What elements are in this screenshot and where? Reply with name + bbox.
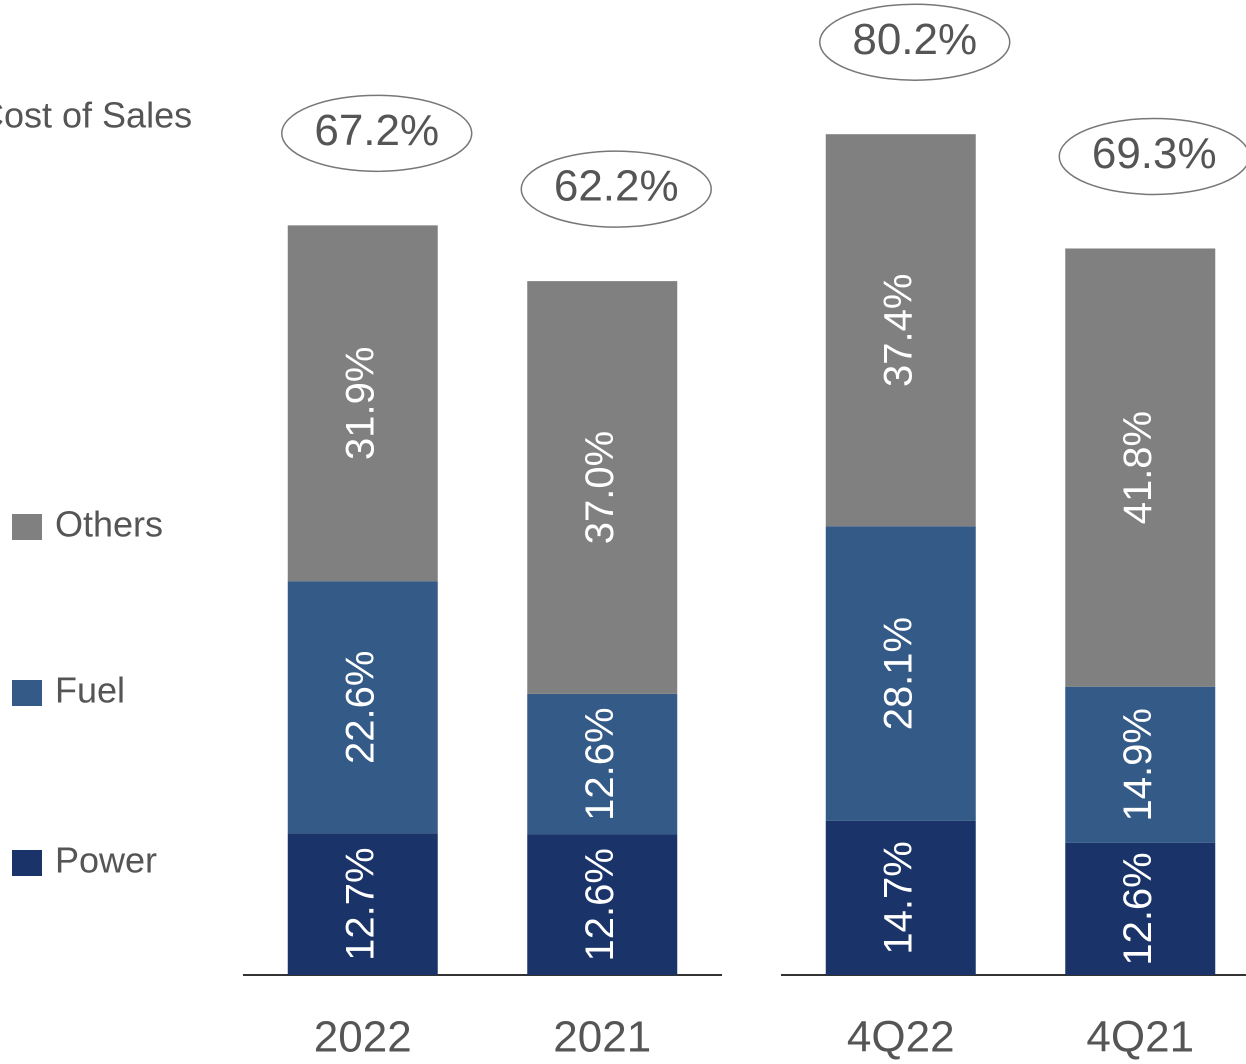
data-label: 14.7% — [876, 841, 920, 954]
x-tick-label: 4Q22 — [847, 1013, 955, 1062]
bar-segment — [287, 225, 438, 582]
total-ellipse — [281, 94, 473, 173]
data-label: 31.9% — [338, 347, 382, 460]
total-label: 67.2% — [314, 106, 439, 155]
bar-segment — [287, 581, 438, 834]
data-label: 12.7% — [338, 847, 382, 960]
total-label: 80.2% — [852, 15, 977, 64]
bar-segment — [287, 833, 438, 975]
legend-label: Others — [55, 504, 163, 545]
bar-segment — [527, 281, 678, 694]
x-tick-label: 2021 — [553, 1013, 651, 1062]
bar-segment — [527, 834, 678, 975]
data-label: 12.6% — [578, 848, 622, 961]
data-label: 12.6% — [578, 707, 622, 820]
legend-label: Power — [55, 840, 157, 881]
legend-swatch — [12, 680, 42, 706]
bar-segment — [825, 526, 976, 821]
bar-segment — [825, 820, 976, 975]
data-label: 22.6% — [338, 651, 382, 764]
x-tick-label: 2022 — [314, 1013, 412, 1062]
legend-label: Fuel — [55, 670, 125, 711]
total-ellipse — [520, 150, 712, 228]
data-label: 28.1% — [876, 617, 920, 730]
total-ellipse — [1058, 117, 1246, 196]
data-label: 41.8% — [1116, 411, 1160, 524]
data-label: 12.6% — [1116, 852, 1160, 965]
bar-segment — [527, 693, 678, 835]
bar-segment — [1065, 842, 1216, 975]
bar-segment — [1065, 248, 1216, 687]
data-label: 37.0% — [578, 431, 622, 544]
bar-segment — [1065, 686, 1216, 843]
total-ellipse — [819, 3, 1011, 81]
total-label: 69.3% — [1092, 129, 1217, 178]
total-label: 62.2% — [554, 162, 679, 211]
data-label: 37.4% — [876, 274, 920, 387]
data-label: 14.9% — [1116, 708, 1160, 821]
x-tick-label: 4Q21 — [1086, 1013, 1194, 1062]
legend-swatch — [12, 514, 42, 540]
chart-title: Cost of Sales — [0, 95, 192, 136]
legend-swatch — [12, 850, 42, 876]
bar-segment — [825, 134, 976, 527]
